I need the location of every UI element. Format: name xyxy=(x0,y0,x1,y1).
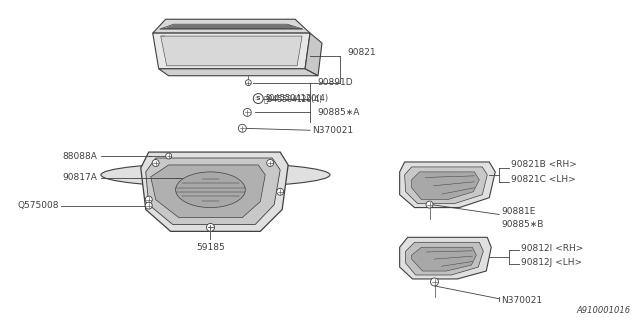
Text: 90812J <LH>: 90812J <LH> xyxy=(521,258,582,267)
Polygon shape xyxy=(151,165,265,218)
Circle shape xyxy=(238,124,246,132)
Circle shape xyxy=(267,159,274,166)
Polygon shape xyxy=(404,167,487,204)
Text: 90812I <RH>: 90812I <RH> xyxy=(521,244,584,253)
Text: 90821B <RH>: 90821B <RH> xyxy=(511,160,577,170)
Polygon shape xyxy=(399,237,492,279)
Ellipse shape xyxy=(101,163,330,187)
Circle shape xyxy=(243,108,252,116)
Text: 90885∗B: 90885∗B xyxy=(501,220,543,229)
Circle shape xyxy=(207,223,214,231)
Text: 88088A: 88088A xyxy=(62,152,97,161)
Text: 90817A: 90817A xyxy=(62,173,97,182)
Circle shape xyxy=(145,202,152,209)
Polygon shape xyxy=(153,19,310,33)
Circle shape xyxy=(426,201,433,208)
Polygon shape xyxy=(161,36,302,66)
Circle shape xyxy=(253,93,263,103)
Polygon shape xyxy=(159,69,318,76)
Circle shape xyxy=(145,196,152,203)
Text: 59185: 59185 xyxy=(196,243,225,252)
Text: 90821: 90821 xyxy=(347,48,376,57)
Polygon shape xyxy=(399,162,495,208)
Text: A910001016: A910001016 xyxy=(577,306,630,315)
Circle shape xyxy=(245,80,252,86)
Text: 90881E: 90881E xyxy=(501,207,536,216)
Ellipse shape xyxy=(175,172,245,208)
Polygon shape xyxy=(146,158,280,224)
Text: 90891D: 90891D xyxy=(317,78,353,87)
Polygon shape xyxy=(406,242,483,275)
Text: N370021: N370021 xyxy=(501,296,542,305)
Circle shape xyxy=(152,159,159,166)
Circle shape xyxy=(431,278,438,286)
Text: Q575008: Q575008 xyxy=(18,201,59,210)
Text: N370021: N370021 xyxy=(312,126,353,135)
Text: Ⓢ045504120(4): Ⓢ045504120(4) xyxy=(263,94,323,103)
Text: S: S xyxy=(256,96,260,101)
Polygon shape xyxy=(160,24,303,29)
Polygon shape xyxy=(141,152,288,231)
Circle shape xyxy=(166,153,172,159)
Polygon shape xyxy=(305,33,322,76)
Text: 90821C <LH>: 90821C <LH> xyxy=(511,175,576,184)
Text: 90885∗A: 90885∗A xyxy=(317,108,360,117)
Polygon shape xyxy=(153,33,310,69)
Circle shape xyxy=(207,224,214,231)
Polygon shape xyxy=(412,172,479,200)
Circle shape xyxy=(276,188,284,195)
Text: §045504120(4): §045504120(4) xyxy=(265,94,328,103)
Polygon shape xyxy=(412,247,476,271)
